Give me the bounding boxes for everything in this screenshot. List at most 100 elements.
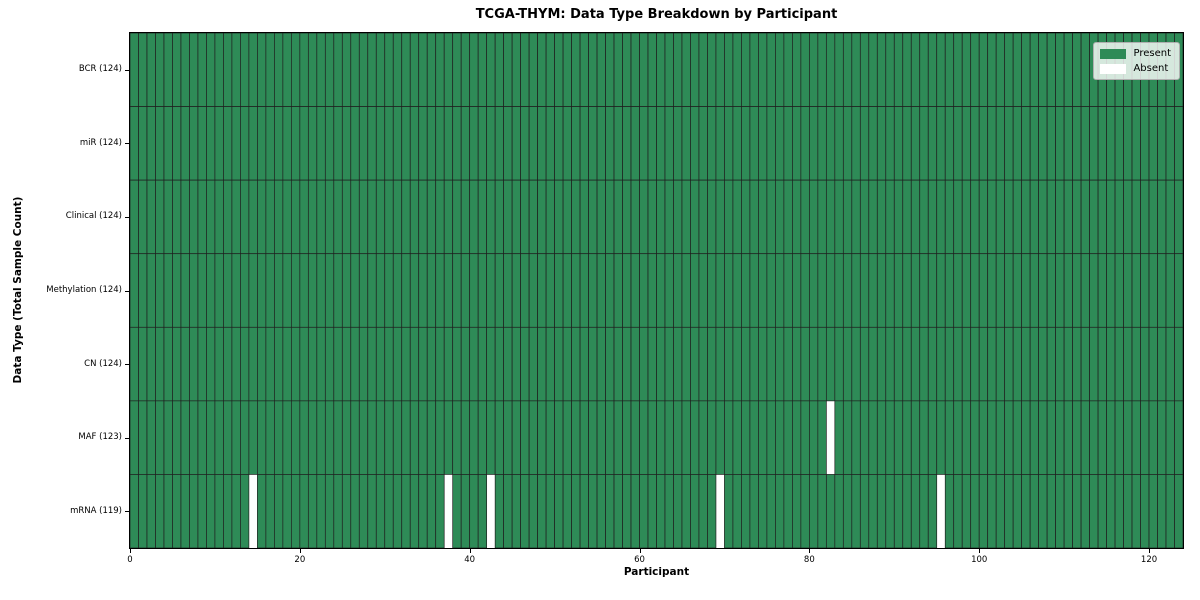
present-cell: [469, 106, 479, 181]
present-cell: [919, 326, 929, 402]
present-cell: [834, 33, 844, 107]
present-cell: [324, 400, 335, 475]
present-cell: [316, 400, 326, 475]
present-cell: [817, 179, 827, 255]
present-cell: [613, 179, 623, 255]
present-cell: [265, 400, 275, 475]
present-cell: [155, 106, 165, 181]
present-cell: [155, 253, 165, 328]
present-cell: [800, 33, 810, 107]
present-cell: [1021, 400, 1031, 475]
present-cell: [265, 326, 275, 402]
present-cell: [859, 326, 870, 402]
present-cell: [1055, 326, 1065, 402]
present-cell: [367, 106, 377, 181]
legend-label-absent: Absent: [1133, 63, 1169, 74]
present-cell: [825, 326, 836, 402]
present-cell: [562, 106, 572, 181]
present-cell: [231, 33, 241, 107]
present-cell: [231, 253, 241, 328]
present-cell: [172, 326, 182, 402]
present-cell: [664, 326, 674, 402]
present-cell: [800, 106, 810, 181]
present-cell: [978, 179, 989, 255]
present-cell: [647, 474, 657, 548]
present-cell: [1012, 253, 1023, 328]
present-cell: [936, 33, 946, 107]
present-cell: [214, 400, 224, 475]
y-tick-label-BCR: BCR (124): [78, 64, 122, 75]
present-cell: [579, 253, 589, 328]
present-cell: [588, 179, 598, 255]
present-cell: [282, 179, 292, 255]
present-cell: [1140, 106, 1150, 181]
present-cell: [223, 326, 233, 402]
present-cell: [477, 326, 488, 402]
present-cell: [613, 474, 623, 548]
present-cell: [741, 253, 751, 328]
present-cell: [358, 400, 369, 475]
present-cell: [554, 474, 564, 548]
present-cell: [825, 33, 836, 107]
present-cell: [876, 106, 887, 181]
present-cell: [426, 33, 437, 107]
present-cell: [223, 33, 233, 107]
present-cell: [630, 474, 640, 548]
present-cell: [995, 326, 1006, 402]
present-cell: [333, 106, 343, 181]
present-cell: [316, 474, 326, 548]
present-cell: [944, 33, 955, 107]
y-tick-mark: [125, 364, 129, 365]
y-tick-mark: [125, 438, 129, 439]
present-cell: [1089, 253, 1099, 328]
present-cell: [146, 326, 156, 402]
present-cell: [460, 33, 471, 107]
present-cell: [681, 474, 691, 548]
present-cell: [1114, 326, 1124, 402]
present-cell: [613, 326, 623, 402]
present-cell: [1029, 326, 1039, 402]
present-cell: [1131, 474, 1141, 548]
present-cell: [214, 253, 224, 328]
present-cell: [545, 474, 555, 548]
present-cell: [460, 253, 471, 328]
present-cell: [511, 253, 521, 328]
present-cell: [435, 253, 445, 328]
present-cell: [223, 400, 233, 475]
present-cell: [189, 253, 199, 328]
present-cell: [537, 179, 547, 255]
present-cell: [1140, 474, 1150, 548]
present-cell: [1174, 474, 1183, 548]
present-cell: [1089, 179, 1099, 255]
present-cell: [1072, 474, 1082, 548]
present-cell: [741, 400, 751, 475]
present-cell: [1021, 474, 1031, 548]
present-cell: [579, 106, 589, 181]
y-tick-mark: [125, 70, 129, 71]
present-cell: [316, 106, 326, 181]
present-cell: [859, 179, 870, 255]
present-cell: [418, 326, 428, 402]
chart-title: TCGA-THYM: Data Type Breakdown by Partic…: [475, 7, 838, 22]
present-cell: [290, 253, 301, 328]
present-cell: [1004, 179, 1014, 255]
present-cell: [537, 326, 547, 402]
present-cell: [494, 326, 504, 402]
present-cell: [503, 253, 513, 328]
present-cell: [435, 474, 445, 548]
present-cell: [859, 474, 870, 548]
present-cell: [944, 106, 955, 181]
present-cell: [520, 179, 530, 255]
present-cell: [927, 474, 938, 548]
present-cell: [817, 106, 827, 181]
present-cell: [503, 106, 513, 181]
present-cell: [809, 474, 819, 548]
present-cell: [1131, 106, 1141, 181]
present-cell: [579, 474, 589, 548]
present-cell: [299, 179, 309, 255]
present-cell: [995, 179, 1006, 255]
present-cell: [775, 474, 785, 548]
present-cell: [307, 474, 318, 548]
present-cell: [418, 33, 428, 107]
present-cell: [927, 179, 938, 255]
